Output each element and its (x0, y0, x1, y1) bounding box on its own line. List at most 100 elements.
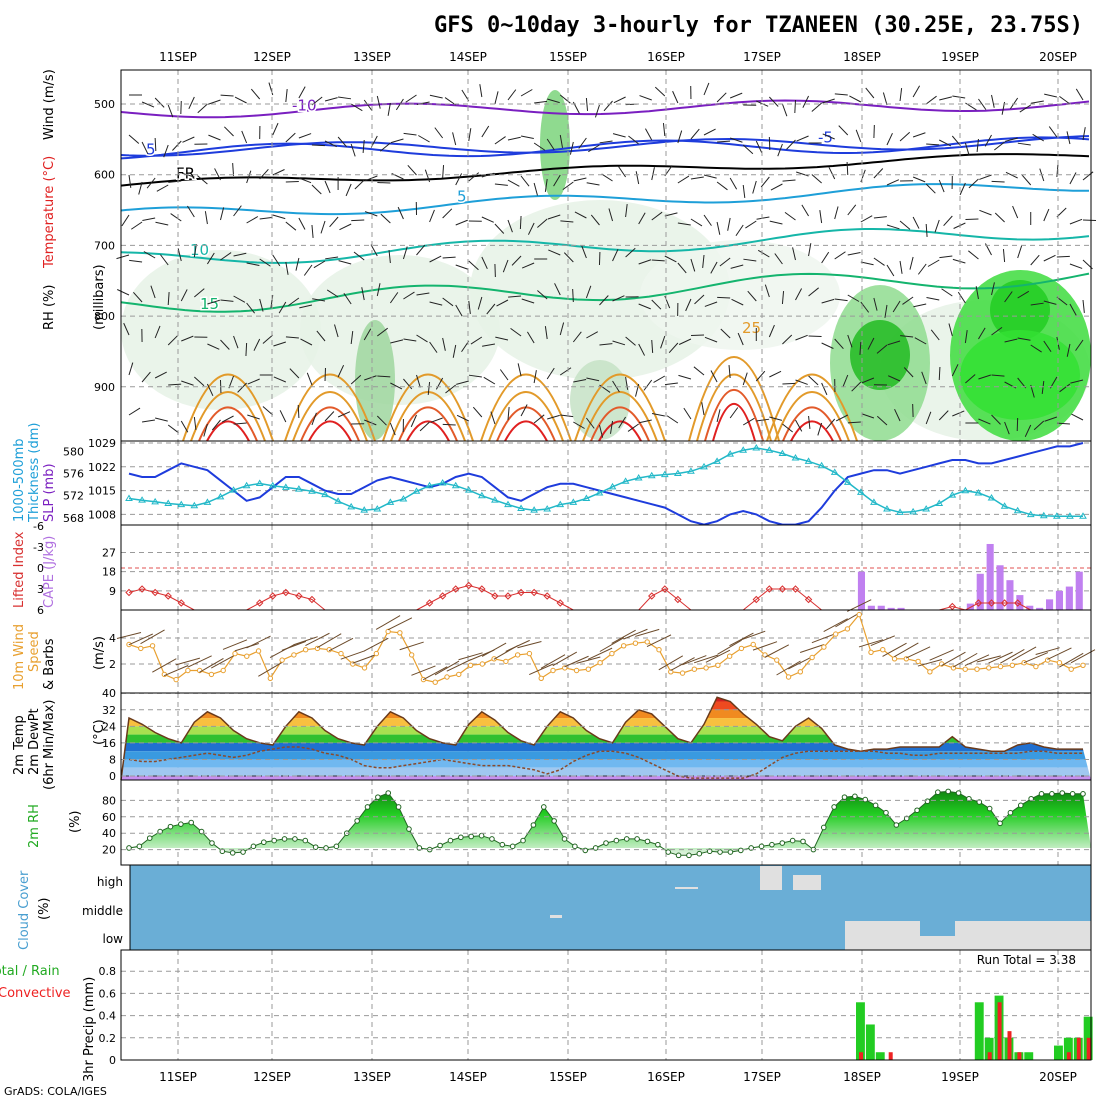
thickness-point (726, 450, 735, 457)
rh-point (924, 798, 931, 805)
wind-barb (494, 183, 508, 186)
cape-bar (1065, 586, 1073, 610)
wind-barb (1070, 379, 1084, 384)
wind-barb (756, 216, 770, 220)
wind-barb (599, 343, 613, 346)
wind-barb (991, 282, 995, 296)
wind-barb (917, 659, 943, 667)
cape-bar (1075, 571, 1083, 610)
wind-barb (482, 343, 496, 347)
wind-barb (694, 294, 705, 305)
precip-total-bar (875, 1052, 885, 1060)
wind-barb (939, 255, 953, 259)
rh-point (250, 843, 257, 850)
date-label-bottom: 20SEP (1039, 1070, 1077, 1084)
thickness-point (673, 469, 682, 477)
wind-barb (364, 211, 378, 217)
wind-barb (262, 334, 274, 344)
wind-barb (376, 415, 387, 426)
wind-barb (823, 618, 848, 633)
wind-barb (781, 291, 785, 305)
wind-barb (664, 212, 678, 217)
wind-barb (163, 144, 169, 158)
thickness-point (739, 446, 748, 453)
wind-barb (167, 335, 178, 346)
rh-point (727, 849, 734, 855)
thickness-point (1026, 510, 1035, 518)
cloud-cover-panel: high middle low (82, 864, 1092, 951)
wind-barb (311, 184, 322, 195)
rh-point (634, 836, 640, 842)
wind-barb (994, 141, 1005, 151)
precip-total-bar (984, 1037, 994, 1060)
rh-point (1017, 802, 1024, 809)
wind-barb (272, 122, 279, 136)
cloud-block (845, 921, 920, 936)
wind-barb (742, 417, 755, 426)
wind-barb (246, 262, 260, 266)
precip-convective-bar (997, 1002, 1002, 1060)
wind-barb (303, 264, 313, 276)
wind-barb (533, 370, 537, 384)
precip-tick: 0.4 (99, 1010, 117, 1023)
wind-barb (599, 295, 609, 306)
contour-label: 5 (146, 140, 156, 158)
wind-barb (311, 144, 325, 147)
temp-tick: 16 (102, 737, 116, 750)
wind-barb (899, 88, 903, 102)
wind-barb (220, 252, 232, 261)
wind-speed-point (844, 626, 851, 632)
contour-label: FR (176, 164, 195, 182)
wind-barb (233, 335, 239, 349)
wind-barb (377, 327, 388, 337)
wind-barb (1043, 208, 1050, 222)
date-label-bottom: 11SEP (159, 1070, 197, 1084)
wind-barb (354, 179, 365, 190)
wind-barb (499, 369, 509, 381)
wind-barb (442, 423, 456, 426)
wind-barb (337, 365, 345, 378)
wind-barb (658, 655, 684, 671)
wind-barb (553, 174, 561, 187)
rh-point (675, 852, 682, 859)
temperature-line (120, 696, 1083, 781)
cape-bar (1055, 590, 1063, 610)
wind-barb (259, 169, 269, 180)
wind-barb (241, 130, 248, 144)
wind-barb (505, 639, 530, 652)
wind-barb (822, 98, 835, 104)
wind-barb (716, 181, 728, 191)
wind-speed-point (679, 670, 686, 676)
wind-barb (644, 128, 653, 141)
wind-barb (585, 285, 592, 299)
wind-barb (847, 334, 853, 348)
wind-barb (764, 644, 790, 658)
slp-tick: 1022 (88, 461, 116, 474)
lifted-index-line (965, 602, 1031, 611)
wind-barb (1056, 422, 1070, 425)
date-axis-bottom: 11SEP 12SEP 13SEP 14SEP 15SEP 16SEP 17SEP 18SEP… (159, 1070, 1077, 1084)
rh-point (893, 822, 900, 828)
wind-barb (625, 376, 629, 390)
wind-barb (1017, 245, 1023, 259)
wind-barb (316, 330, 326, 342)
wind-speed-point (562, 665, 568, 671)
rh-point (1080, 791, 1086, 797)
wind-barb (564, 655, 589, 668)
wind-barb (407, 165, 417, 176)
precip-units-label: 3hr Precip (mm) (82, 977, 97, 1082)
wind-barb (847, 294, 860, 302)
wind-barb (533, 182, 538, 196)
cloud-field (130, 865, 1091, 950)
wind-barb (170, 213, 182, 222)
wind-barb (444, 97, 456, 106)
wind-barb (207, 299, 220, 305)
wind-speed-point (644, 639, 650, 645)
wind-barb (612, 380, 620, 393)
warm-contour (406, 420, 450, 442)
wind-barb (1009, 97, 1019, 110)
cloud-label: Cloud Cover (17, 870, 32, 950)
rh-point (820, 824, 827, 831)
wind-barb (847, 252, 861, 256)
rh-point (572, 843, 578, 850)
